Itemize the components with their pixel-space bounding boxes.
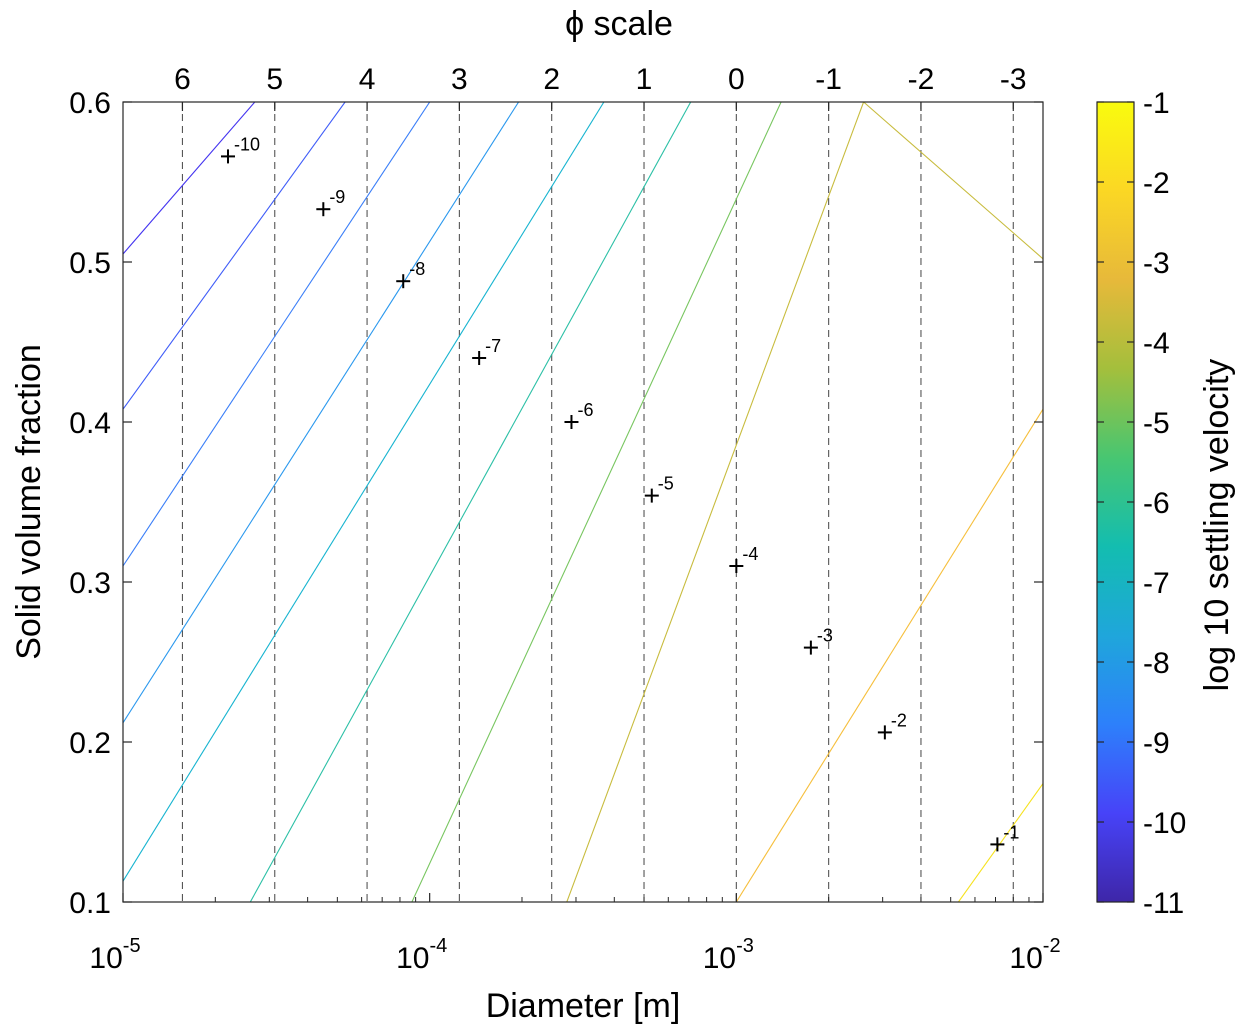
colorbar-tick-label: -1 — [1143, 87, 1170, 120]
phi-tick-label: 3 — [451, 63, 468, 96]
phi-tick-label: 2 — [543, 63, 560, 96]
y-tick-label: 0.1 — [69, 887, 111, 920]
contour-marker-label: -1 — [1003, 822, 1019, 842]
contour-lines — [123, 102, 1043, 902]
colorbar-tick-label: -9 — [1143, 727, 1170, 760]
contour-marker-label: -3 — [817, 626, 833, 646]
x-tick-label: 10-4 — [396, 935, 447, 975]
plot-frame — [122, 101, 1044, 903]
x-tick-label: 10-5 — [89, 935, 140, 975]
x-tick-label: 10-2 — [1009, 935, 1060, 975]
contour-marker-label: -9 — [329, 187, 345, 207]
y-tick-label: 0.4 — [69, 407, 111, 440]
phi-tick-label: 6 — [174, 63, 191, 96]
contour-marker-label: -6 — [577, 400, 593, 420]
contour-line-level--2 — [735, 408, 1043, 902]
contour-marker-label: -4 — [742, 544, 758, 564]
colorbar-tick-label: -7 — [1143, 567, 1170, 600]
contour-marker: -8 — [396, 259, 425, 289]
contour-marker: -1 — [990, 822, 1019, 852]
contour-marker: -5 — [644, 474, 674, 503]
contour-marker: -3 — [803, 626, 833, 655]
plot-area — [123, 102, 1043, 902]
contour-line-level--4 — [411, 102, 782, 902]
contour-marker-label: -8 — [409, 259, 425, 279]
phi-tick-label: 5 — [266, 63, 283, 96]
contour-line-level--6 — [123, 102, 605, 882]
contour-marker-label: -7 — [485, 336, 501, 356]
contour-line-level--7 — [123, 102, 520, 724]
contour-marker: -2 — [877, 710, 907, 740]
contour-markers: -10 -9 -8 -7 -6 -5 -4 -3 -2 -1 — [221, 134, 1019, 852]
contour-marker: -6 — [564, 400, 593, 429]
contour-line-level--5 — [249, 102, 692, 902]
contour-marker-label: -5 — [658, 474, 674, 494]
top-axis-title: ϕ scale — [565, 5, 673, 43]
y-tick-label: 0.3 — [69, 567, 111, 600]
phi-tick-label: -3 — [1000, 63, 1027, 96]
colorbar-tick-label: -10 — [1143, 807, 1186, 840]
contour-line-level--1 — [957, 783, 1043, 902]
contour-line-level--9 — [123, 102, 346, 410]
colorbar-tick-label: -8 — [1143, 647, 1170, 680]
colorbar-title: log 10 settling velocity — [1198, 359, 1236, 692]
x-axis-title: Diameter [m] — [486, 987, 681, 1025]
y-tick-label: 0.6 — [69, 87, 111, 120]
phi-tick-label: -2 — [908, 63, 935, 96]
contour-marker-label: -2 — [891, 710, 907, 730]
contour-line-level--10 — [123, 102, 256, 255]
colorbar-tick-label: -11 — [1143, 887, 1184, 920]
y-tick-label: 0.2 — [69, 727, 111, 760]
contour-marker: -4 — [729, 544, 758, 573]
contour-line-level--3 — [566, 102, 1043, 902]
contour-line-level--8 — [123, 102, 431, 567]
y-axis-ticks: 0.1 0.2 0.3 0.4 0.5 0.6 — [69, 87, 1043, 920]
y-tick-label: 0.5 — [69, 247, 111, 280]
colorbar-tick-label: -6 — [1143, 487, 1170, 520]
contour-marker-label: -10 — [234, 134, 260, 154]
phi-gridlines — [181, 102, 1014, 902]
phi-tick-label: 0 — [728, 63, 745, 96]
colorbar-tick-label: -5 — [1143, 407, 1170, 440]
phi-axis-ticks: 6 5 4 3 2 1 0 -1 -2 -3 — [174, 63, 1027, 111]
x-axis-ticks: 10-5 10-4 10-3 10-2 — [89, 893, 1061, 975]
phi-tick-label: 1 — [636, 63, 653, 96]
colorbar-tick-label: -2 — [1143, 167, 1170, 200]
colorbar-tick-label: -4 — [1143, 327, 1170, 360]
y-axis-title: Solid volume fraction — [10, 344, 48, 660]
contour-marker: -10 — [221, 134, 260, 164]
contour-marker: -9 — [316, 187, 345, 217]
contour-marker: -7 — [472, 336, 501, 365]
colorbar-ticks: -1 -2 -3 -4 -5 -6 -7 -8 -9 -10 -11 — [1097, 87, 1186, 920]
phi-tick-label: -1 — [815, 63, 842, 96]
colorbar-tick-label: -3 — [1143, 247, 1170, 280]
phi-tick-label: 4 — [359, 63, 376, 96]
x-tick-label: 10-3 — [703, 935, 754, 975]
